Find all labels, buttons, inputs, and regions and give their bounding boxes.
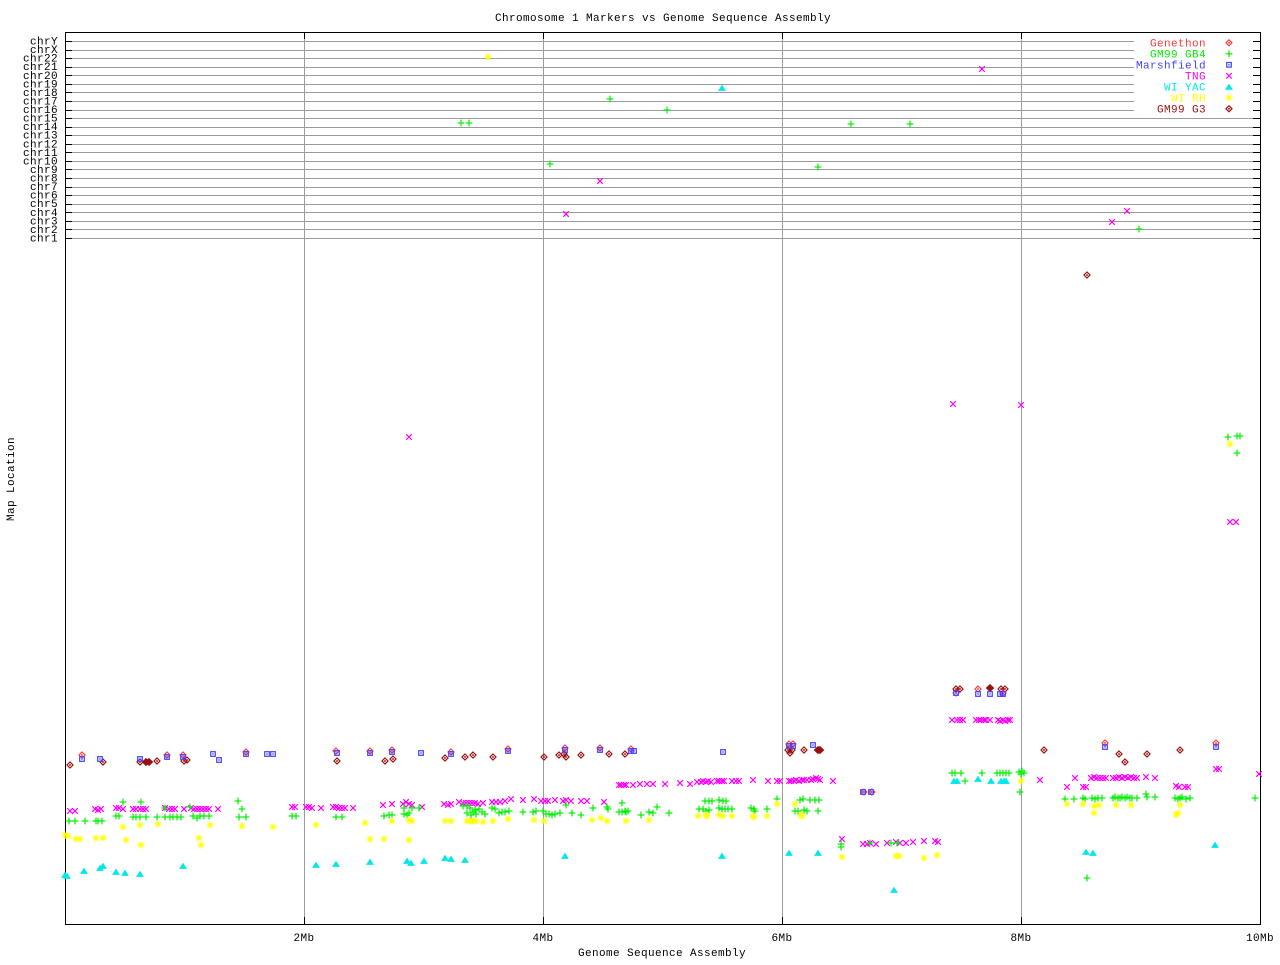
svg-text:chr7: chr7 (30, 182, 58, 194)
svg-text:2Mb: 2Mb (293, 933, 314, 945)
svg-text:chr12: chr12 (23, 139, 58, 151)
svg-text:chr21: chr21 (23, 62, 58, 74)
svg-text:chr5: chr5 (30, 199, 58, 211)
svg-text:chr11: chr11 (23, 148, 58, 160)
svg-text:chr3: chr3 (30, 216, 58, 228)
svg-text:chr8: chr8 (30, 174, 58, 186)
svg-text:Map Location: Map Location (6, 437, 18, 521)
svg-text:chr1: chr1 (30, 234, 58, 246)
svg-text:4Mb: 4Mb (532, 933, 553, 945)
svg-text:chr2: chr2 (30, 225, 58, 237)
svg-text:Genethon: Genethon (1150, 38, 1206, 50)
svg-text:Genome Sequence Assembly: Genome Sequence Assembly (578, 948, 746, 960)
svg-text:chr22: chr22 (23, 54, 58, 66)
svg-text:chr10: chr10 (23, 156, 58, 168)
svg-text:GM99 G3: GM99 G3 (1157, 104, 1206, 116)
svg-text:GM99 GB4: GM99 GB4 (1150, 49, 1206, 61)
svg-text:Chromosome 1 Markers vs Genome: Chromosome 1 Markers vs Genome Sequence … (495, 13, 831, 25)
svg-text:chr18: chr18 (23, 88, 58, 100)
svg-text:chr6: chr6 (30, 191, 58, 203)
svg-text:10Mb: 10Mb (1246, 933, 1274, 945)
svg-text:chr17: chr17 (23, 97, 58, 109)
svg-text:chr20: chr20 (23, 71, 58, 83)
svg-text:6Mb: 6Mb (771, 933, 792, 945)
svg-text:chr15: chr15 (23, 114, 58, 126)
svg-text:chr16: chr16 (23, 105, 58, 117)
svg-text:chrX: chrX (30, 45, 58, 57)
svg-text:chr4: chr4 (30, 208, 58, 220)
svg-text:chrY: chrY (30, 37, 58, 49)
svg-text:WI YAC: WI YAC (1164, 82, 1206, 94)
svg-text:Marshfield: Marshfield (1136, 60, 1206, 72)
svg-text:TNG: TNG (1185, 71, 1206, 83)
svg-text:chr13: chr13 (23, 131, 58, 143)
svg-text:WI RH: WI RH (1171, 93, 1206, 105)
svg-text:chr19: chr19 (23, 79, 58, 91)
svg-text:chr9: chr9 (30, 165, 58, 177)
svg-text:8Mb: 8Mb (1010, 933, 1031, 945)
svg-text:chr14: chr14 (23, 122, 58, 134)
